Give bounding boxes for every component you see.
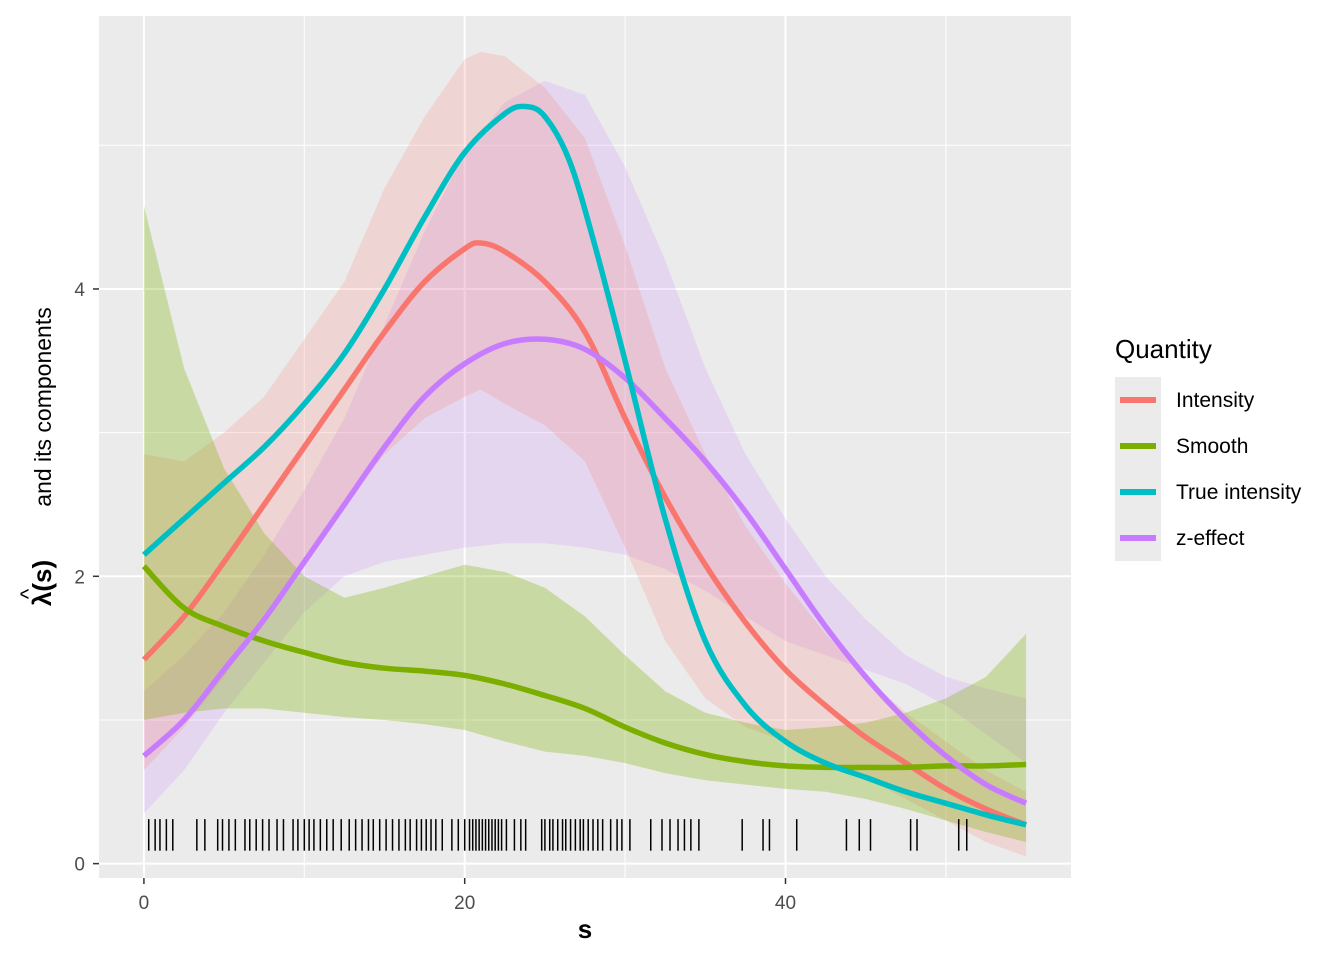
confidence-bands [143, 51, 1027, 857]
axes: 0 20 40 0 2 4 [74, 280, 796, 914]
smooth-line [141, 564, 1027, 771]
intensity-line [141, 240, 1028, 828]
legend-item-label: Intensity [1176, 389, 1255, 412]
legend: Quantity Intensity Smooth True intensity z-… [1115, 334, 1302, 561]
z-effect-line [142, 336, 1028, 806]
legend-item-label: z-effect [1176, 527, 1245, 550]
x-tick-label: 20 [454, 893, 475, 914]
intensity-band [143, 51, 1027, 857]
y-axis-label-hat: ^ [16, 588, 41, 599]
y-tick-label: 0 [74, 855, 85, 876]
x-tick-label: 40 [775, 893, 796, 914]
y-tick-label: 4 [74, 280, 85, 301]
grid-minor [99, 16, 1071, 878]
x-tick-label: 0 [139, 893, 150, 914]
y-axis-label-lambda: λ(s) [27, 560, 57, 606]
rug-marks [147, 819, 968, 851]
true-intensity-line [142, 103, 1027, 828]
x-axis-label: s [578, 914, 592, 944]
series-lines [141, 103, 1028, 828]
legend-title: Quantity [1115, 334, 1212, 364]
z-effect-band [143, 80, 1027, 814]
y-axis-label: ^ λ(s) and its components [16, 307, 57, 606]
y-tick-label: 2 [74, 567, 85, 588]
grid-major [99, 16, 1071, 878]
legend-item-label: Smooth [1176, 435, 1248, 458]
smooth-band [143, 205, 1027, 843]
y-axis-label-text: and its components [30, 307, 56, 506]
legend-item-label: True intensity [1176, 481, 1302, 504]
